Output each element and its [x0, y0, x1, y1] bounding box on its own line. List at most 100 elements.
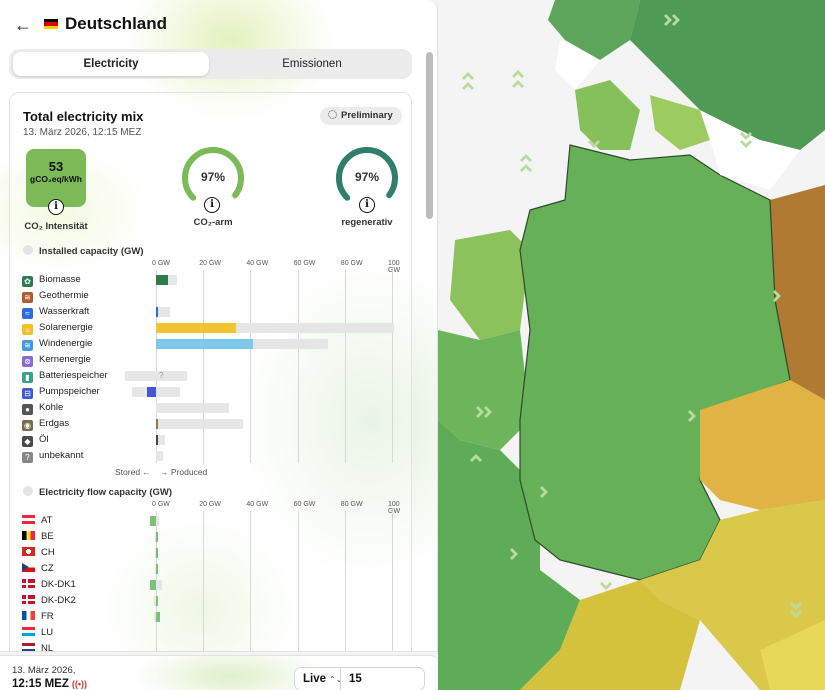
source-row-erdgas: ◉ Erdgas — [22, 417, 69, 431]
carbon-intensity-box: 53 gCO₂eq/kWh — [26, 149, 86, 207]
flag-de-icon — [44, 19, 58, 29]
source-row-pumpspeicher: ⊟ Pumpspeicher — [22, 385, 100, 399]
tab-electricity[interactable]: Electricity — [13, 52, 209, 76]
flow-capacity-bar — [154, 548, 158, 558]
produced-bar — [156, 323, 237, 333]
capacity-heading[interactable]: Installed capacity (GW) — [23, 245, 144, 257]
source-label: Wasserkraft — [39, 306, 90, 317]
flag-dk-icon — [22, 595, 35, 604]
map-region-netherlands[interactable] — [450, 230, 530, 340]
zone-label: CH — [41, 547, 55, 558]
source-row-batteriespeicher: ▮ Batteriespeicher — [22, 369, 108, 383]
flow-capacity-bar — [154, 612, 158, 622]
flow-row-dk-dk1[interactable]: DK-DK1 — [22, 578, 76, 592]
geothermal-icon: ≋ — [22, 292, 33, 303]
map-region-slovenia[interactable] — [760, 620, 825, 690]
flag-be-icon — [22, 531, 35, 540]
info-icon[interactable]: i — [204, 197, 220, 213]
low-carbon-gauge — [182, 147, 245, 209]
gridline — [344, 270, 346, 463]
renewable-label: regenerativ — [341, 217, 393, 228]
map-region-danish-island[interactable] — [650, 95, 710, 150]
tab-emissionen[interactable]: Emissionen — [282, 58, 342, 70]
loading-ring-icon — [328, 110, 337, 119]
broadcast-icon: ((•)) — [71, 679, 88, 689]
arrow-left-icon[interactable]: ← — [14, 15, 32, 35]
axis-tick-label: 20 GW — [199, 501, 221, 508]
flow-capacity-bar — [154, 596, 158, 606]
capacity-bar — [156, 403, 230, 413]
map-region-switzerland[interactable] — [520, 580, 700, 690]
export-bar — [156, 596, 159, 606]
flow-row-nl[interactable]: NL — [22, 642, 53, 651]
info-icon[interactable]: i — [48, 199, 64, 215]
source-row-biomasse: ✿ Biomasse — [22, 273, 81, 287]
source-label: Öl — [39, 434, 49, 445]
gridline — [203, 511, 205, 651]
produced-bar — [156, 307, 159, 317]
capacity-bar — [156, 451, 164, 461]
stored-capacity-bar — [125, 371, 156, 381]
mode-select[interactable]: Live ⌃⌄ — [294, 667, 342, 690]
flow-capacity-bar — [154, 532, 158, 542]
source-label: Erdgas — [39, 418, 70, 429]
source-label: Windenergie — [39, 338, 93, 349]
zone-label: AT — [41, 515, 53, 526]
source-label: Batteriespeicher — [39, 370, 108, 381]
carbon-intensity-label: CO₂ Intensität — [24, 221, 88, 232]
capacity-bar — [156, 307, 171, 317]
produced-bar — [156, 435, 158, 445]
import-bar — [150, 516, 156, 526]
export-bar — [156, 612, 160, 622]
electricity-mix-card: Total electricity mix 13. März 2026, 12:… — [9, 92, 412, 651]
sun-icon: ☼ — [22, 324, 33, 335]
axis-tick-label: 0 GW — [152, 501, 170, 508]
flow-row-fr[interactable]: FR — [22, 610, 54, 624]
capacity-bar — [156, 435, 166, 445]
flow-heading[interactable]: Electricity flow capacity (GW) — [23, 486, 172, 498]
source-row-geothermie: ≋ Geothermie — [22, 289, 89, 303]
gas-icon: ◉ — [22, 420, 33, 431]
flow-row-lu[interactable]: LU — [22, 626, 53, 640]
gridline — [203, 270, 205, 463]
flag-lu-icon — [22, 627, 35, 636]
flow-row-dk-dk2[interactable]: DK-DK2 — [22, 594, 76, 608]
resolution-select[interactable]: 15 minutes⌃⌄ — [340, 667, 425, 690]
zone-label: BE — [41, 531, 54, 542]
flow-row-ch[interactable]: CH — [22, 546, 55, 560]
map-region-czechia[interactable] — [700, 380, 825, 510]
map-region-belgium[interactable] — [438, 330, 530, 450]
flow-row-cz[interactable]: CZ — [22, 562, 54, 576]
map-region-norway[interactable] — [548, 0, 640, 60]
battery-icon: ▮ — [22, 372, 33, 383]
export-bar — [156, 548, 159, 558]
flow-capacity-bar — [153, 516, 159, 526]
produced-bar — [156, 339, 253, 349]
flag-ch-icon — [22, 547, 35, 556]
map-region-denmark[interactable] — [575, 80, 640, 150]
coal-icon: ● — [22, 404, 33, 415]
source-row-kernenergie: ⊗ Kernenergie — [22, 353, 91, 367]
unknown-icon: ? — [22, 452, 33, 463]
flag-fr-icon — [22, 611, 35, 620]
map-region-france[interactable] — [438, 420, 580, 690]
flag-dk-icon — [22, 579, 35, 588]
card-title: Total electricity mix — [23, 109, 144, 124]
flow-capacity-bar — [154, 564, 158, 574]
capacity-bar — [156, 323, 395, 333]
gridline — [392, 270, 393, 463]
gridline — [250, 511, 252, 651]
oil-icon: ◆ — [22, 436, 33, 447]
toggle-dot-icon — [23, 486, 33, 496]
info-icon[interactable]: i — [359, 197, 375, 213]
scrollbar-thumb[interactable] — [426, 52, 433, 219]
source-row-wasserkraft: ≈ Wasserkraft — [22, 305, 89, 319]
axis-tick-label: 40 GW — [246, 260, 269, 267]
flow-row-at[interactable]: AT — [22, 514, 52, 528]
flow-row-be[interactable]: BE — [22, 530, 54, 544]
stored-bar — [146, 387, 156, 397]
capacity-bar — [156, 419, 244, 429]
capacity-bar — [156, 371, 187, 381]
source-label: Pumpspeicher — [39, 386, 100, 397]
map-region-sweden[interactable] — [630, 0, 825, 150]
